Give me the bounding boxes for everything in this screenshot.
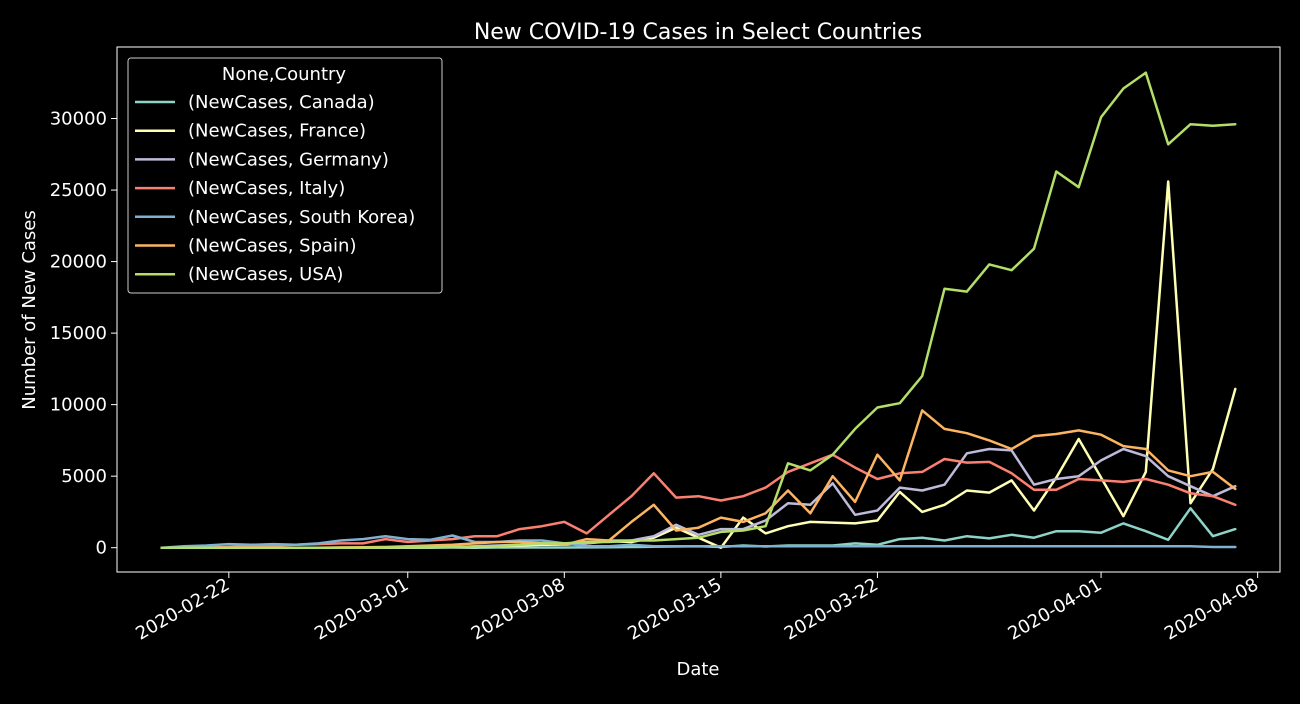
y-tick-label: 25000 xyxy=(50,180,107,201)
legend-frame xyxy=(127,57,443,294)
legend-entry-label: (NewCases, Canada) xyxy=(188,92,375,113)
legend-entry-label: (NewCases, Spain) xyxy=(188,236,356,257)
legend-entry-label: (NewCases, France) xyxy=(188,121,366,142)
series-line-newcases-usa xyxy=(160,71,1237,549)
y-axis-ticks: 0 5000 10000 15000 20000 25000 30000 xyxy=(50,109,117,559)
x-axis-label: Date xyxy=(676,659,719,680)
series-line-newcases-italy xyxy=(160,453,1237,549)
y-tick-label: 20000 xyxy=(50,252,107,273)
series-layer xyxy=(160,71,1237,549)
y-tick-label: 15000 xyxy=(50,323,107,344)
y-tick-label: 30000 xyxy=(50,109,107,130)
y-axis-label: Number of New Cases xyxy=(19,210,40,410)
plot-area-frame xyxy=(116,46,1281,573)
chart-legend: None,Country (NewCases, Canada) (NewCases,… xyxy=(127,57,443,294)
legend-entry-label: (NewCases, Italy) xyxy=(188,178,345,199)
legend-entry-label: (NewCases, USA) xyxy=(188,264,343,285)
y-tick-label: 10000 xyxy=(50,395,107,416)
legend-entry-label: (NewCases, Germany) xyxy=(188,149,389,170)
series-line-newcases-south-korea xyxy=(160,534,1237,549)
chart-title: New COVID-19 Cases in Select Countries xyxy=(474,20,922,45)
y-tick-label: 5000 xyxy=(61,466,107,487)
legend-entry-label: (NewCases, South Korea) xyxy=(188,207,415,228)
y-tick-label: 0 xyxy=(96,538,107,559)
legend-title: None,Country xyxy=(222,64,347,85)
